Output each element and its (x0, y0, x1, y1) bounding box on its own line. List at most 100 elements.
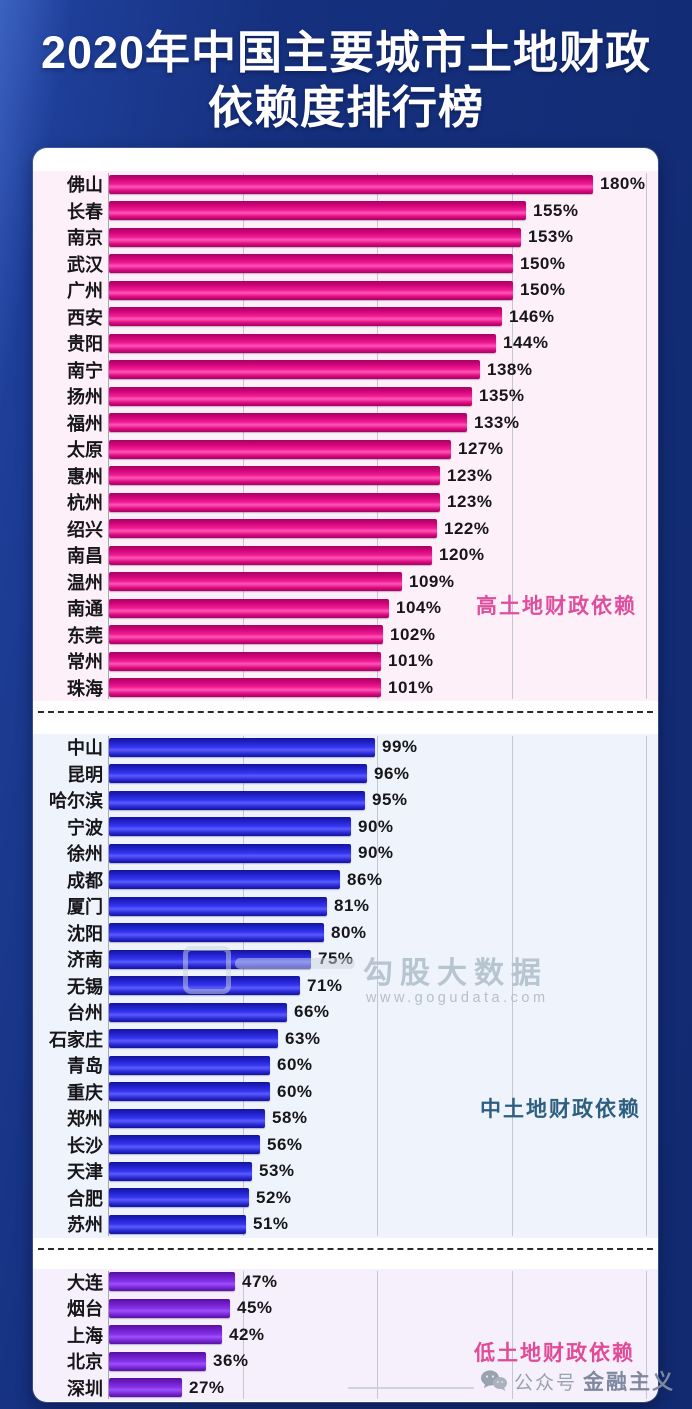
bar-row: 西安 146% (33, 304, 658, 331)
bar-row: 石家庄 63% (33, 1026, 658, 1053)
city-label: 石家庄 (49, 1029, 103, 1050)
city-label: 沈阳 (67, 923, 103, 944)
watermark-url: www.gogudata.com (366, 990, 549, 1006)
city-label: 南通 (67, 599, 103, 620)
bar-zone: 60% (109, 1052, 658, 1079)
bar-zone: 153% (109, 224, 658, 251)
value-label: 56% (267, 1134, 303, 1154)
city-label: 南京 (67, 228, 103, 249)
value-label: 81% (334, 896, 370, 916)
value-label: 99% (382, 737, 418, 757)
watermark-divider-line (348, 1387, 474, 1389)
gridline (646, 736, 647, 1236)
bar-zone: 146% (109, 304, 658, 331)
value-label: 155% (533, 200, 579, 220)
value-label: 135% (479, 386, 525, 406)
bar-row: 惠州 123% (33, 463, 658, 490)
bar (109, 572, 402, 592)
bar (109, 201, 526, 221)
bar (109, 923, 324, 943)
bar-zone: 42% (109, 1322, 658, 1349)
value-label: 146% (509, 306, 555, 326)
bar-row: 太原 127% (33, 436, 658, 463)
bar-zone: 53% (109, 1158, 658, 1185)
bar-row: 无锡 71% (33, 973, 658, 1000)
bar (109, 519, 437, 539)
bar (109, 545, 432, 565)
wechat-label: 公众号 (514, 1372, 578, 1394)
value-label: 109% (409, 571, 455, 591)
value-label: 45% (237, 1298, 273, 1318)
bar-row: 深圳 27% (33, 1375, 658, 1402)
city-label: 长春 (67, 201, 103, 222)
wechat-icon (481, 1370, 507, 1391)
bar-zone: 95% (109, 787, 658, 814)
value-label: 123% (447, 465, 493, 485)
bar-row: 广州 150% (33, 277, 658, 304)
city-label: 广州 (67, 281, 103, 302)
gridline (511, 736, 513, 1236)
bar-zone: 155% (109, 198, 658, 225)
bar (109, 1002, 287, 1022)
gridline (242, 1270, 244, 1399)
bar-row: 东莞 102% (33, 622, 658, 649)
bar-row: 福州 133% (33, 410, 658, 437)
bar (109, 1055, 270, 1075)
bar-zone: 90% (109, 840, 658, 867)
bar-zone: 63% (109, 1026, 658, 1053)
value-label: 101% (388, 651, 434, 671)
bar-zone: 101% (109, 648, 658, 675)
bar (109, 598, 389, 618)
bar-zone: 56% (109, 1132, 658, 1159)
bar (109, 817, 351, 837)
bar-row: 珠海 101% (33, 675, 658, 702)
axis-line (108, 736, 109, 1236)
gridline (646, 173, 647, 699)
bar (109, 1161, 252, 1181)
city-label: 宁波 (67, 817, 103, 838)
gridline (242, 173, 244, 699)
bar-row: 长春 155% (33, 198, 658, 225)
value-label: 133% (474, 412, 520, 432)
value-label: 90% (358, 843, 394, 863)
section-medium: 中山 99% 昆明 96% 哈尔滨 95% 宁波 90% 徐州 90% 成都 86% 厦门 81% 沈阳 80… (33, 734, 658, 1238)
bar (109, 492, 440, 512)
section-high: 佛山 180% 长春 155% 南京 153% 武汉 150% 广州 150% 西安 146% 贵阳 14… (33, 171, 658, 701)
bar-row: 沈阳 80% (33, 920, 658, 947)
section-label-medium: 中土地财政依赖 (480, 1098, 641, 1121)
bar-zone: 122% (109, 516, 658, 543)
bar (109, 439, 451, 459)
bar-zone: 60% (109, 1079, 658, 1106)
section-divider (38, 1247, 653, 1250)
bar-zone: 45% (109, 1295, 658, 1322)
city-label: 西安 (67, 307, 103, 328)
bar-row: 绍兴 122% (33, 516, 658, 543)
value-label: 104% (396, 598, 442, 618)
bar-row: 武汉 150% (33, 251, 658, 278)
value-label: 51% (253, 1214, 289, 1234)
bar-zone: 102% (109, 622, 658, 649)
bar-zone: 101% (109, 675, 658, 702)
bar-zone: 66% (109, 999, 658, 1026)
value-label: 96% (374, 763, 410, 783)
city-label: 昆明 (67, 764, 103, 785)
city-label: 武汉 (67, 254, 103, 275)
bar-row: 重庆 60% (33, 1079, 658, 1106)
bar (109, 976, 300, 996)
value-label: 101% (388, 677, 434, 697)
gridline (646, 1270, 647, 1399)
bar-zone: 120% (109, 542, 658, 569)
page-title: 2020年中国主要城市土地财政 依赖度排行榜 (0, 26, 692, 136)
value-label: 47% (242, 1271, 278, 1291)
bar-row: 厦门 81% (33, 893, 658, 920)
value-label: 66% (294, 1002, 330, 1022)
bar-row: 苏州 51% (33, 1211, 658, 1238)
bar-zone: 150% (109, 277, 658, 304)
bar (109, 360, 480, 380)
city-label: 中山 (67, 738, 103, 759)
city-label: 苏州 (67, 1215, 103, 1236)
gridline (511, 173, 513, 699)
section-low: 大连 47% 烟台 45% 上海 42% 北京 36% 深圳 27% 低土地财政依赖 (33, 1268, 658, 1402)
value-label: 36% (213, 1351, 249, 1371)
watermark-logo-bar (235, 958, 355, 969)
